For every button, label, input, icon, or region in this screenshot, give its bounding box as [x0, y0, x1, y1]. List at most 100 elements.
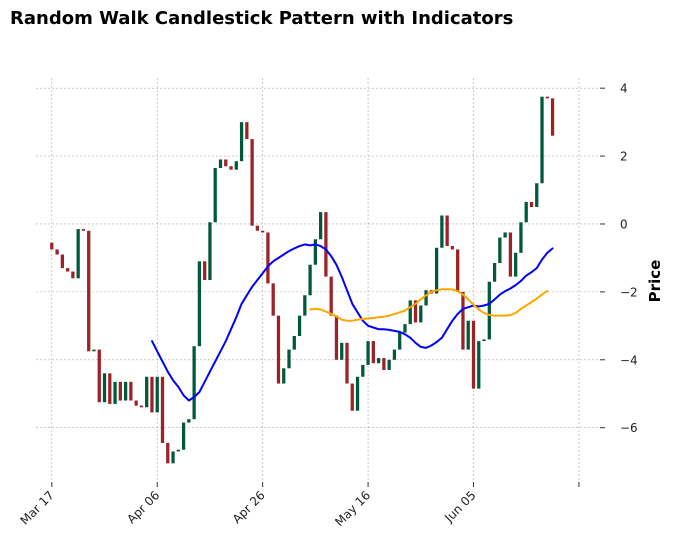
- candle-up: [524, 201, 528, 223]
- candle-down: [461, 291, 465, 350]
- candle-up: [434, 247, 439, 294]
- candle-down: [276, 315, 281, 384]
- candle-down: [229, 166, 233, 170]
- candle-up: [239, 122, 244, 162]
- candle-down: [71, 271, 75, 279]
- candle-up: [419, 305, 423, 323]
- candle-down: [471, 320, 476, 389]
- candle-down: [324, 212, 328, 277]
- candle-up: [366, 341, 370, 365]
- candle-up: [392, 349, 397, 360]
- candle-up: [192, 346, 196, 420]
- y-axis: −6 −4 −2 0 2 4: [600, 82, 638, 435]
- candle-up: [181, 422, 186, 450]
- candle-up: [208, 222, 212, 280]
- candle-down: [81, 229, 86, 231]
- candle-up: [492, 263, 497, 282]
- candle-down: [150, 376, 154, 413]
- candle-down: [382, 358, 386, 370]
- candle-down: [450, 246, 455, 250]
- candle-up: [287, 349, 291, 369]
- candle-down: [129, 381, 133, 401]
- candle-down: [97, 349, 101, 403]
- x-axis: Mar 17 Apr 06 Apr 26 May 16 Jun 05: [18, 482, 580, 529]
- y-tick-label: 4: [620, 82, 628, 96]
- candle-up: [477, 341, 481, 389]
- candle-down: [55, 249, 59, 255]
- y-tick-label: −6: [620, 421, 638, 435]
- candle-up: [519, 222, 523, 253]
- candle-up: [155, 376, 159, 413]
- candle-up: [123, 381, 128, 401]
- candle-up: [113, 381, 117, 404]
- candle-up: [282, 368, 286, 384]
- candle-up: [514, 252, 518, 277]
- candle-down: [65, 268, 70, 272]
- ma-long-line: [309, 288, 549, 322]
- candle-down: [445, 215, 449, 247]
- candle-down: [118, 381, 122, 401]
- candle-down: [224, 159, 228, 167]
- candle-up: [340, 342, 344, 360]
- candle-up: [535, 183, 539, 208]
- candle-up: [171, 451, 175, 464]
- y-tick-label: 2: [620, 150, 628, 164]
- candle-down: [250, 139, 254, 226]
- x-tick-label: May 16: [332, 488, 373, 529]
- candle-down: [529, 201, 534, 208]
- x-tick-label: Jun 05: [441, 488, 478, 525]
- candle-up: [92, 349, 96, 352]
- candle-up: [482, 339, 486, 342]
- candle-up: [498, 237, 502, 264]
- candle-down: [334, 315, 339, 360]
- candle-down: [50, 242, 54, 250]
- candle-up: [361, 364, 365, 377]
- candle-down: [87, 230, 91, 352]
- candle-down: [345, 342, 349, 384]
- candle-down: [134, 400, 138, 406]
- candle-down: [413, 300, 418, 323]
- candles: [50, 96, 555, 464]
- candle-down: [271, 283, 275, 316]
- chart-title: Random Walk Candlestick Pattern with Ind…: [10, 8, 514, 29]
- y-axis-label: Price: [646, 260, 664, 303]
- candle-down: [456, 249, 460, 292]
- candle-up: [355, 376, 360, 411]
- y-tick-label: −2: [620, 285, 638, 299]
- candle-up: [319, 212, 323, 240]
- grid: [36, 78, 600, 482]
- candle-down: [329, 276, 333, 316]
- candle-up: [292, 336, 296, 350]
- candle-up: [303, 295, 307, 316]
- x-tick-label: Apr 26: [230, 488, 268, 526]
- candle-up: [403, 324, 407, 333]
- candle-down: [550, 98, 555, 136]
- candle-up: [218, 159, 223, 168]
- candle-down: [139, 405, 144, 408]
- candle-up: [102, 373, 107, 403]
- candle-down: [245, 122, 249, 140]
- candle-down: [203, 261, 207, 280]
- candle-up: [440, 215, 444, 248]
- candle-up: [503, 232, 507, 238]
- candle-up: [197, 261, 202, 347]
- candle-up: [297, 315, 302, 337]
- candle-up: [313, 239, 317, 265]
- candle-up: [408, 300, 412, 325]
- ma-short-line: [151, 243, 554, 402]
- candle-down: [266, 232, 270, 284]
- x-tick-label: Mar 17: [18, 488, 57, 527]
- moving-average-lines: [151, 243, 554, 402]
- candle-down: [166, 442, 170, 464]
- candle-down: [261, 230, 265, 233]
- y-tick-label: 0: [620, 217, 628, 231]
- candle-down: [108, 373, 112, 404]
- candle-down: [350, 383, 354, 411]
- candle-down: [255, 225, 260, 231]
- candle-up: [376, 358, 381, 364]
- candle-up: [424, 290, 428, 306]
- candle-up: [213, 167, 217, 223]
- candle-up: [387, 359, 391, 370]
- candle-up: [176, 449, 180, 452]
